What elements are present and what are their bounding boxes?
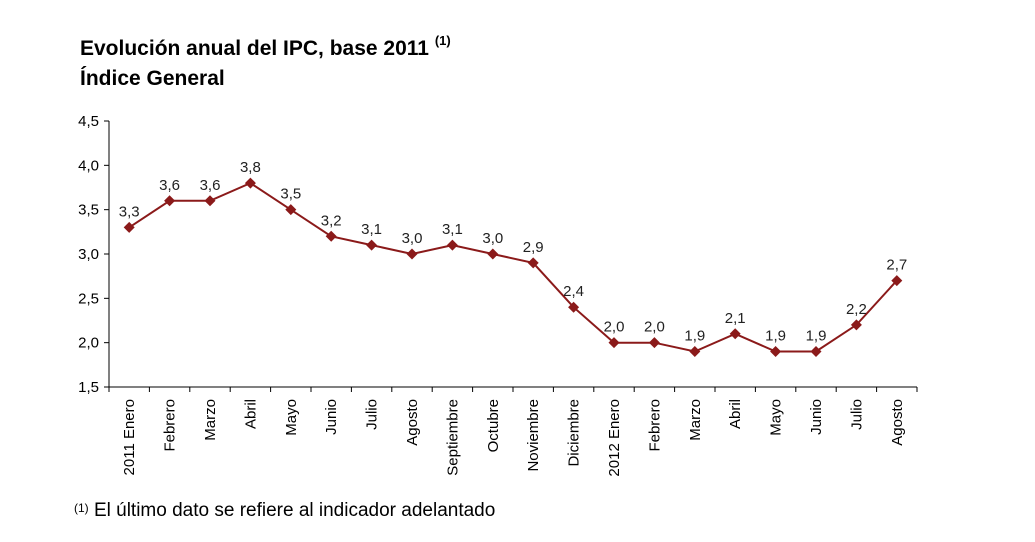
data-label: 3,1 — [442, 221, 463, 238]
x-tick-label: Agosto — [404, 399, 421, 446]
y-tick-label: 1,5 — [78, 379, 99, 396]
data-label: 3,1 — [361, 221, 382, 238]
data-point — [366, 239, 378, 251]
footnote-text: El último dato se refiere al indicador a… — [93, 500, 496, 521]
x-tick-label: Julio — [848, 399, 865, 430]
data-point — [244, 177, 256, 189]
data-point — [568, 301, 580, 313]
data-point — [406, 248, 418, 260]
data-point — [648, 337, 660, 349]
data-label: 2,0 — [644, 319, 665, 336]
data-point — [446, 239, 458, 251]
x-tick-label: Septiembre — [444, 399, 461, 476]
data-label: 1,9 — [684, 328, 705, 345]
data-label: 2,7 — [886, 257, 907, 274]
x-tick-label: Junio — [808, 399, 825, 435]
data-label: 2,9 — [523, 239, 544, 256]
data-point — [164, 195, 176, 207]
x-tick-label: Abril — [727, 399, 744, 429]
x-tick-label: Abril — [242, 399, 259, 429]
footnote: (1) El último dato se refiere al indicad… — [74, 500, 495, 522]
y-tick-label: 3,5 — [78, 202, 99, 219]
x-tick-label: Mayo — [768, 399, 785, 436]
data-point — [285, 204, 297, 216]
data-label: 2,0 — [604, 319, 625, 336]
data-label: 3,2 — [321, 212, 342, 229]
x-tick-label: Mayo — [283, 399, 300, 436]
x-tick-label: Noviembre — [525, 399, 542, 472]
x-tick-label: Febrero — [162, 399, 179, 452]
data-label: 1,9 — [806, 328, 827, 345]
x-tick-label: Diciembre — [566, 399, 583, 467]
data-label: 2,2 — [846, 301, 867, 318]
data-label: 3,8 — [240, 159, 261, 176]
footnote-mark: (1) — [74, 501, 89, 515]
series-line — [128, 181, 898, 353]
data-label: 3,5 — [280, 186, 301, 203]
data-point — [123, 221, 135, 233]
x-tick-label: Febrero — [646, 399, 663, 452]
data-label: 2,4 — [563, 283, 584, 300]
data-point — [325, 230, 337, 242]
data-point — [204, 195, 216, 207]
data-point — [850, 319, 862, 331]
x-tick-label: Octubre — [485, 399, 502, 452]
data-point — [810, 346, 822, 358]
y-tick-label: 4,0 — [78, 157, 99, 174]
data-label: 3,6 — [200, 177, 221, 194]
y-tick-label: 3,0 — [78, 246, 99, 263]
data-point — [770, 346, 782, 358]
data-point — [487, 248, 499, 260]
y-tick-label: 4,5 — [78, 113, 99, 130]
x-tick-label: Julio — [364, 399, 381, 430]
data-label: 3,3 — [119, 203, 140, 220]
title-line-1: Evolución anual del IPC, base 2011 (1) — [80, 28, 451, 64]
title-note-mark: (1) — [434, 33, 451, 48]
title-main: Evolución anual del IPC, base 2011 — [80, 37, 429, 60]
data-point — [891, 275, 903, 287]
x-tick-label: Marzo — [202, 399, 219, 441]
title-line-2: Índice General — [80, 67, 225, 90]
x-tick-label: 2012 Enero — [606, 399, 623, 477]
chart-title: Evolución anual del IPC, base 2011 (1) Í… — [80, 28, 451, 94]
data-point — [527, 257, 539, 269]
x-tick-label: 2011 Enero — [121, 399, 138, 475]
x-tick-label: Junio — [323, 399, 340, 435]
data-point — [608, 337, 620, 349]
data-label: 1,9 — [765, 328, 786, 345]
data-point — [689, 346, 701, 358]
data-label: 3,6 — [159, 177, 180, 194]
x-tick-label: Agosto — [889, 399, 906, 446]
data-point — [729, 328, 741, 340]
data-label: 2,1 — [725, 310, 746, 327]
y-tick-label: 2,5 — [78, 290, 99, 307]
y-tick-label: 2,0 — [78, 335, 99, 352]
data-label: 3,0 — [402, 230, 423, 247]
data-label: 3,0 — [482, 230, 503, 247]
x-tick-label: Marzo — [687, 399, 704, 441]
